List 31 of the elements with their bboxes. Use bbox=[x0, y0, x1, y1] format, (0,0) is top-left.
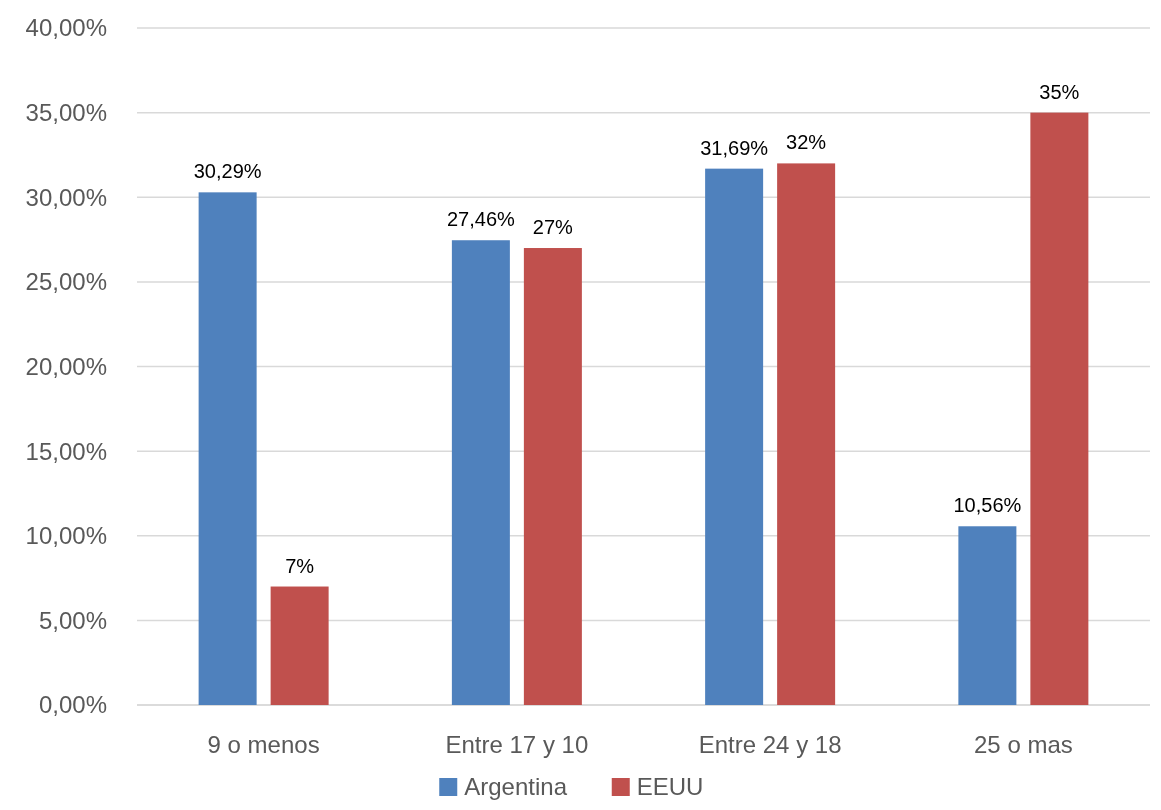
bar bbox=[705, 168, 764, 705]
bar bbox=[451, 240, 510, 705]
data-label: 10,56% bbox=[953, 494, 1022, 517]
data-label: 7% bbox=[285, 554, 315, 577]
y-tick-label: 15,00% bbox=[25, 437, 107, 465]
y-tick-label: 20,00% bbox=[25, 352, 107, 380]
y-tick-label: 40,00% bbox=[25, 14, 107, 42]
y-tick-label: 0,00% bbox=[38, 691, 107, 719]
y-tick-label: 25,00% bbox=[25, 268, 107, 296]
legend-label: EEUU bbox=[636, 773, 704, 800]
data-label: 30,29% bbox=[193, 160, 262, 183]
x-tick-label: Entre 24 y 18 bbox=[698, 731, 842, 758]
y-tick-label: 35,00% bbox=[25, 99, 107, 127]
data-label: 31,69% bbox=[700, 136, 769, 159]
bar bbox=[777, 163, 836, 705]
bar bbox=[198, 192, 257, 705]
y-tick-label: 5,00% bbox=[38, 606, 107, 634]
bar bbox=[270, 586, 329, 705]
data-label: 27,46% bbox=[446, 208, 515, 231]
data-label: 27% bbox=[532, 216, 574, 239]
y-tick-label: 10,00% bbox=[25, 522, 107, 550]
bar bbox=[1030, 112, 1089, 705]
legend-label: Argentina bbox=[464, 773, 568, 800]
bar bbox=[523, 248, 582, 705]
x-tick-label: 25 o mas bbox=[974, 731, 1073, 758]
x-tick-label: Entre 17 y 10 bbox=[445, 731, 589, 758]
data-label: 32% bbox=[786, 131, 827, 154]
x-tick-label: 9 o menos bbox=[207, 731, 320, 758]
bar bbox=[958, 526, 1017, 705]
y-tick-label: 30,00% bbox=[25, 183, 107, 211]
data-label: 35% bbox=[1039, 80, 1080, 103]
